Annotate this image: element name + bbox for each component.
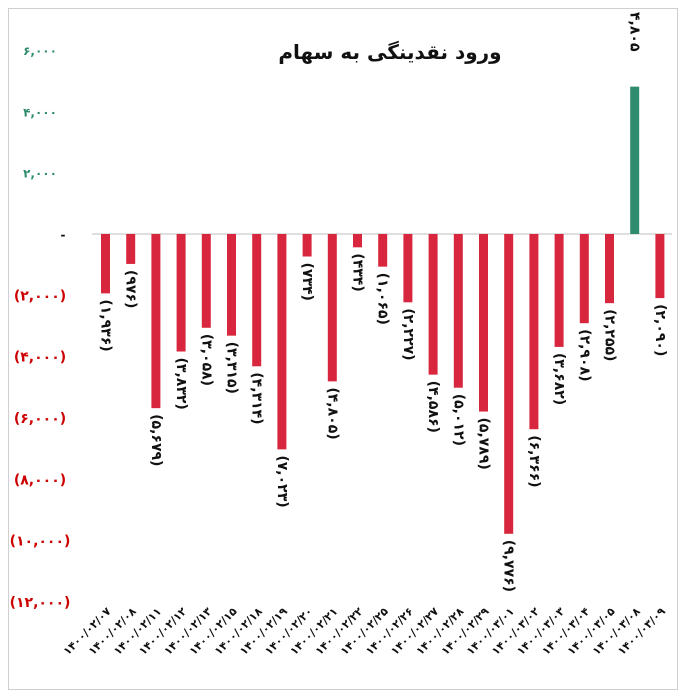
bar: [378, 234, 388, 267]
data-label: (۶,۳۶۶): [526, 435, 542, 487]
y-tick-label: ۲,۰۰۰: [23, 167, 57, 181]
bar: [327, 234, 337, 382]
data-label: (۳,۰۵۸): [198, 334, 214, 386]
data-label: (۷۳۴): [299, 263, 315, 301]
bar: [302, 234, 312, 257]
bar: [655, 234, 665, 299]
data-label: (۵,۶۷۹): [148, 414, 164, 466]
bar: [252, 234, 262, 367]
y-tick-label: (۱۰,۰۰۰): [10, 534, 71, 550]
data-label: (۵,۰۱۲): [450, 394, 466, 446]
data-label: (۹,۷۷۶): [501, 540, 517, 592]
bar: [277, 234, 287, 450]
data-label: (۱,۰۶۵): [375, 273, 391, 325]
data-label: (۴۳۴): [350, 253, 366, 291]
data-label: (۲,۲۵۵): [602, 309, 618, 361]
y-tick-label: (۲,۰۰۰): [14, 288, 66, 304]
data-label: (۳,۸۳۲): [173, 358, 189, 410]
bar: [126, 234, 136, 264]
data-label: (۲,۰۹۰): [652, 304, 668, 356]
bar: [151, 234, 161, 409]
bar: [201, 234, 211, 328]
data-label: (۷,۰۲۳): [274, 455, 290, 507]
bar: [554, 234, 564, 347]
bar: [579, 234, 589, 324]
y-tick-label: -: [61, 228, 66, 242]
bar: [403, 234, 413, 303]
bar: [630, 86, 640, 234]
data-label: (۳,۳۱۵): [224, 342, 240, 394]
data-label: ۴,۸۰۵: [627, 12, 643, 52]
chart-border: [8, 8, 678, 690]
bar: [176, 234, 186, 352]
bar: [529, 234, 539, 430]
data-label: (۵,۷۸۹): [476, 418, 492, 470]
bar: [101, 234, 110, 294]
data-label: (۱,۹۳۶): [98, 299, 114, 351]
bar: [605, 234, 614, 304]
bar: [453, 234, 463, 388]
data-label: (۳,۶۸۲): [551, 353, 567, 405]
bar: [428, 234, 438, 375]
y-tick-label: ۶,۰۰۰: [23, 44, 57, 58]
data-label: (۴,۵۸۶): [425, 381, 441, 433]
y-tick-label: ۴,۰۰۰: [23, 105, 57, 119]
chart-title: ورود نقدینگی به سهام: [278, 40, 502, 64]
data-label: (۲,۲۲۷): [400, 308, 416, 360]
bar: [227, 234, 236, 336]
y-tick-label: (۱۲,۰۰۰): [10, 595, 71, 611]
data-label: (۴,۳۱۴): [249, 372, 265, 424]
bar: [353, 234, 362, 248]
data-label: (۲,۹۰۸): [576, 329, 592, 381]
y-tick-label: (۴,۰۰۰): [14, 350, 66, 366]
data-label: (۴,۸۰۵): [324, 387, 340, 439]
bar: [479, 234, 488, 412]
y-tick-label: (۸,۰۰۰): [14, 472, 66, 488]
bar: [504, 234, 514, 534]
y-tick-label: (۶,۰۰۰): [14, 411, 66, 427]
data-label: (۹۷۶): [123, 270, 139, 308]
